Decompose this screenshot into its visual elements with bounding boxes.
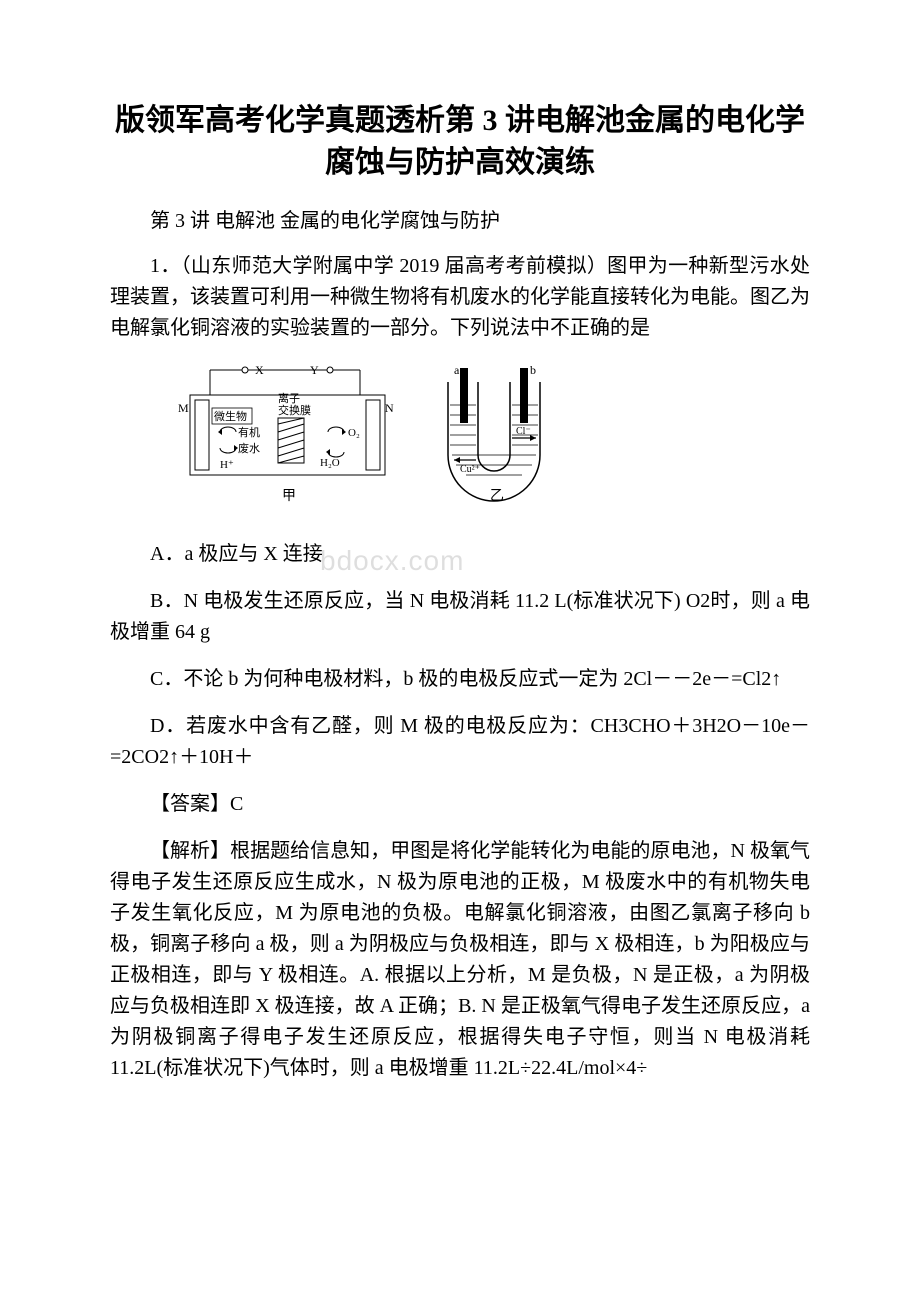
label-membrane-2: 交换膜 <box>278 403 311 417</box>
label-cu: Cu²⁺ <box>460 464 480 475</box>
explanation: 【解析】根据题给信息知，甲图是将化学能转化为电能的原电池，N 极氧气得电子发生还… <box>110 836 810 1084</box>
label-a: a <box>454 363 460 377</box>
option-a-wrap: A．a 极应与 X 连接 bdocx.com <box>110 539 810 570</box>
caption-jia: 甲 <box>282 489 296 504</box>
label-cl: Cl⁻ <box>516 426 531 437</box>
label-organic: 有机 <box>238 425 260 439</box>
label-o2: O₂ <box>348 427 360 439</box>
label-h2o: H₂O <box>320 457 340 469</box>
label-m: M <box>178 401 189 415</box>
label-y: Y <box>310 363 319 377</box>
caption-yi: 乙 <box>490 488 504 504</box>
option-d: D．若废水中含有乙醛，则 M 极的电极反应为：CH3CHO＋3H2O－10e－=… <box>110 711 810 773</box>
option-b: B．N 电极发生还原反应，当 N 电极消耗 11.2 L(标准状况下) O2时，… <box>110 586 810 648</box>
question-1-intro: 1．（山东师范大学附属中学 2019 届高考考前模拟）图甲为一种新型污水处理装置… <box>110 251 810 344</box>
label-hplus: H⁺ <box>220 459 234 471</box>
label-x: X <box>255 363 264 377</box>
label-membrane-1: 离子 <box>278 391 300 405</box>
label-waste: 废水 <box>238 441 260 455</box>
diagram-svg: X Y M N 离子 交换膜 微生物 有机 废水 H⁺ O₂ <box>170 360 570 520</box>
option-c: C．不论 b 为何种电极材料，b 极的电极反应式一定为 2Cl－－2e－=Cl2… <box>110 664 810 695</box>
label-microbe: 微生物 <box>214 409 247 423</box>
label-n: N <box>385 401 394 415</box>
diagram-container: X Y M N 离子 交换膜 微生物 有机 废水 H⁺ O₂ <box>170 360 810 525</box>
section-subtitle: 第 3 讲 电解池 金属的电化学腐蚀与防护 <box>110 204 810 233</box>
option-a: A．a 极应与 X 连接 <box>150 543 323 565</box>
label-b: b <box>530 363 536 377</box>
answer: 【答案】C <box>110 789 810 820</box>
page-title: 版领军高考化学真题透析第 3 讲电解池金属的电化学腐蚀与防护高效演练 <box>110 100 810 184</box>
